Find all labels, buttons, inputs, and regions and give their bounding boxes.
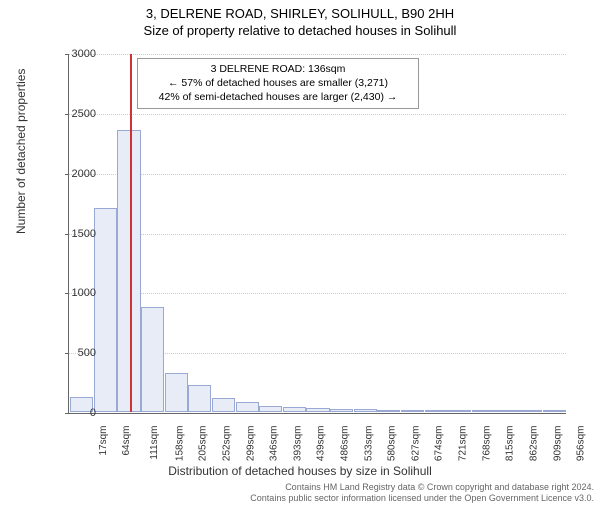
histogram-bar bbox=[212, 398, 235, 412]
xtick-label: 956sqm bbox=[576, 426, 587, 462]
ytick-label: 1500 bbox=[56, 228, 96, 240]
ytick-label: 2000 bbox=[56, 168, 96, 180]
xtick-label: 580sqm bbox=[387, 426, 398, 462]
histogram-bar bbox=[377, 410, 400, 412]
xtick-label: 64sqm bbox=[121, 426, 132, 456]
xtick-label: 346sqm bbox=[269, 426, 280, 462]
xtick-label: 627sqm bbox=[410, 426, 421, 462]
page-title-address: 3, DELRENE ROAD, SHIRLEY, SOLIHULL, B90 … bbox=[0, 6, 600, 21]
histogram-bar bbox=[495, 410, 518, 412]
info-box-line-1: 3 DELRENE ROAD: 136sqm bbox=[144, 62, 412, 76]
histogram-bar bbox=[425, 410, 448, 412]
xtick-label: 17sqm bbox=[98, 426, 109, 456]
histogram-bar bbox=[472, 410, 495, 412]
property-info-box: 3 DELRENE ROAD: 136sqm← 57% of detached … bbox=[137, 58, 419, 109]
y-axis-label: Number of detached properties bbox=[14, 69, 28, 234]
page-title-subtitle: Size of property relative to detached ho… bbox=[0, 23, 600, 38]
xtick-label: 158sqm bbox=[174, 426, 185, 462]
info-box-line-3: 42% of semi-detached houses are larger (… bbox=[144, 90, 412, 104]
xtick-label: 815sqm bbox=[505, 426, 516, 462]
histogram-bar bbox=[448, 410, 471, 412]
property-marker-line bbox=[130, 54, 132, 412]
xtick-label: 252sqm bbox=[221, 426, 232, 462]
gridline bbox=[69, 234, 566, 235]
footer-line-1: Contains HM Land Registry data © Crown c… bbox=[250, 482, 594, 493]
histogram-bar bbox=[188, 385, 211, 412]
gridline bbox=[69, 54, 566, 55]
xtick-label: 674sqm bbox=[434, 426, 445, 462]
histogram-chart: 17sqm64sqm111sqm158sqm205sqm252sqm299sqm… bbox=[68, 54, 566, 414]
xtick-label: 909sqm bbox=[552, 426, 563, 462]
xtick-label: 533sqm bbox=[363, 426, 374, 462]
xtick-label: 393sqm bbox=[292, 426, 303, 462]
ytick-label: 500 bbox=[56, 347, 96, 359]
ytick-label: 2500 bbox=[56, 108, 96, 120]
histogram-bar bbox=[543, 410, 566, 412]
x-axis-label: Distribution of detached houses by size … bbox=[0, 464, 600, 478]
histogram-bar bbox=[236, 402, 259, 412]
histogram-bar bbox=[259, 406, 282, 412]
histogram-bar bbox=[354, 409, 377, 412]
xtick-label: 486sqm bbox=[340, 426, 351, 462]
histogram-bar bbox=[330, 409, 353, 412]
footer-line-2: Contains public sector information licen… bbox=[250, 493, 594, 504]
info-box-line-2: ← 57% of detached houses are smaller (3,… bbox=[144, 76, 412, 90]
histogram-bar bbox=[94, 208, 117, 412]
gridline bbox=[69, 114, 566, 115]
xtick-label: 862sqm bbox=[529, 426, 540, 462]
ytick-label: 3000 bbox=[56, 48, 96, 60]
xtick-label: 721sqm bbox=[458, 426, 469, 462]
histogram-bar bbox=[401, 410, 424, 412]
xtick-label: 111sqm bbox=[149, 426, 160, 460]
xtick-label: 439sqm bbox=[316, 426, 327, 462]
gridline bbox=[69, 174, 566, 175]
xtick-label: 299sqm bbox=[245, 426, 256, 462]
histogram-bar bbox=[141, 307, 164, 412]
histogram-bar bbox=[519, 410, 542, 412]
footer-attribution: Contains HM Land Registry data © Crown c… bbox=[250, 482, 594, 504]
ytick-label: 1000 bbox=[56, 287, 96, 299]
histogram-bar bbox=[283, 407, 306, 412]
histogram-bar bbox=[306, 408, 329, 412]
ytick-label: 0 bbox=[56, 407, 96, 419]
gridline bbox=[69, 293, 566, 294]
xtick-label: 205sqm bbox=[198, 426, 209, 462]
xtick-label: 768sqm bbox=[481, 426, 492, 462]
histogram-bar bbox=[165, 373, 188, 412]
plot-area: 17sqm64sqm111sqm158sqm205sqm252sqm299sqm… bbox=[68, 54, 566, 414]
